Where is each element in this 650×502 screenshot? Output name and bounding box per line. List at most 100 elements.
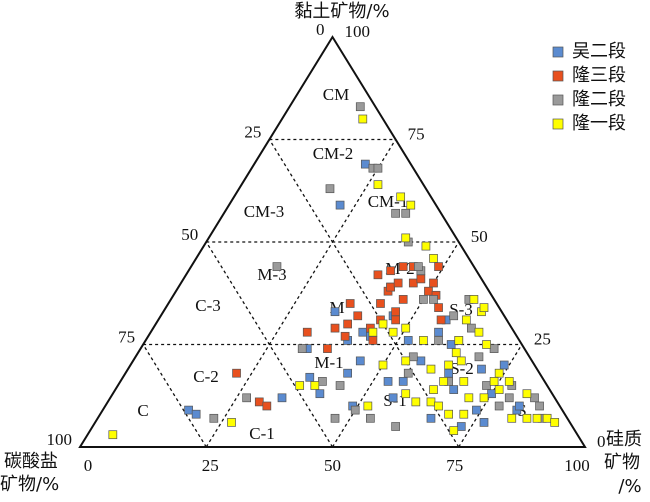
data-point xyxy=(325,184,335,194)
data-point xyxy=(391,307,400,317)
data-point xyxy=(343,319,352,329)
data-point xyxy=(393,278,403,288)
grid-line xyxy=(205,241,334,448)
data-point xyxy=(383,377,393,386)
data-point xyxy=(429,254,438,263)
data-point xyxy=(474,327,484,337)
data-point xyxy=(227,418,236,427)
data-point xyxy=(489,344,499,353)
series xyxy=(209,102,547,431)
data-point xyxy=(376,299,385,308)
data-point xyxy=(350,405,360,415)
data-point xyxy=(406,200,416,210)
axis-title: /% xyxy=(618,476,641,497)
data-point xyxy=(378,319,388,329)
data-point xyxy=(323,344,332,353)
clay-tick-label: 0 xyxy=(597,432,606,451)
data-point xyxy=(414,262,423,271)
data-point xyxy=(353,311,363,321)
data-point xyxy=(302,327,312,337)
data-point xyxy=(345,299,355,308)
region-label: C-1 xyxy=(249,424,275,443)
data-point xyxy=(318,377,327,386)
data-point xyxy=(494,385,504,394)
data-point xyxy=(416,356,426,366)
data-point xyxy=(360,159,370,169)
carbonate-tick-label: 75 xyxy=(118,327,135,346)
data-point xyxy=(297,344,307,353)
data-point xyxy=(358,327,368,337)
data-point xyxy=(396,192,406,202)
data-point xyxy=(401,356,411,366)
data-point xyxy=(355,102,365,112)
data-point xyxy=(421,241,431,251)
region-label: C-2 xyxy=(193,367,219,386)
data-point xyxy=(242,393,251,403)
legend-swatch xyxy=(552,70,564,82)
data-point xyxy=(434,336,443,345)
data-point xyxy=(494,401,504,411)
data-point xyxy=(542,413,552,423)
data-point xyxy=(373,180,383,189)
data-point xyxy=(467,323,476,333)
data-point xyxy=(429,278,438,288)
data-point xyxy=(305,372,315,382)
data-point xyxy=(444,360,453,370)
data-point xyxy=(522,413,532,423)
carbonate-tick-label: 50 xyxy=(181,225,198,244)
data-point xyxy=(254,397,264,407)
data-point xyxy=(315,389,325,399)
data-point xyxy=(426,413,436,423)
data-point xyxy=(429,385,438,394)
data-point xyxy=(482,340,491,349)
data-point xyxy=(446,340,456,349)
series xyxy=(232,262,446,411)
silica-tick-label: 25 xyxy=(202,456,219,475)
legend-label: 隆二段 xyxy=(572,89,626,110)
data-point xyxy=(459,377,469,386)
data-point xyxy=(461,315,471,325)
data-point xyxy=(464,393,474,403)
region-label: M-3 xyxy=(257,265,286,284)
data-point xyxy=(504,393,514,403)
legend-swatch xyxy=(552,94,564,106)
data-point xyxy=(391,315,400,325)
data-point xyxy=(489,377,499,386)
data-point xyxy=(272,262,282,271)
data-point xyxy=(373,270,383,280)
clay-tick-label: 75 xyxy=(408,124,425,143)
region-label: CM xyxy=(323,85,349,104)
data-point xyxy=(494,368,504,378)
data-point xyxy=(449,311,459,321)
data-point xyxy=(434,401,443,411)
legend-swatch xyxy=(552,46,564,58)
data-point xyxy=(444,368,453,378)
grid-line xyxy=(205,139,397,448)
data-point xyxy=(426,397,436,407)
data-point xyxy=(355,356,365,366)
data-point xyxy=(416,274,426,284)
data-point xyxy=(472,405,481,415)
region-label: C-3 xyxy=(195,296,221,315)
data-point xyxy=(363,401,373,411)
data-point xyxy=(295,381,305,390)
region-label: C xyxy=(137,401,148,420)
data-point xyxy=(411,397,421,407)
data-point xyxy=(459,409,469,419)
region-labels: CM CM-2 CM-1 CM-3 M-3 M-2 M M-1 C-3 C-2 … xyxy=(137,85,526,443)
data-point xyxy=(499,360,509,370)
data-point xyxy=(550,418,560,427)
data-point xyxy=(504,377,514,386)
data-point xyxy=(451,348,461,358)
data-point xyxy=(514,401,524,411)
data-point xyxy=(388,327,398,337)
silica-tick-label: 50 xyxy=(324,456,341,475)
data-point xyxy=(487,389,496,399)
data-point xyxy=(388,393,398,403)
data-point xyxy=(419,336,428,345)
data-point xyxy=(479,303,489,312)
data-point xyxy=(340,331,350,341)
